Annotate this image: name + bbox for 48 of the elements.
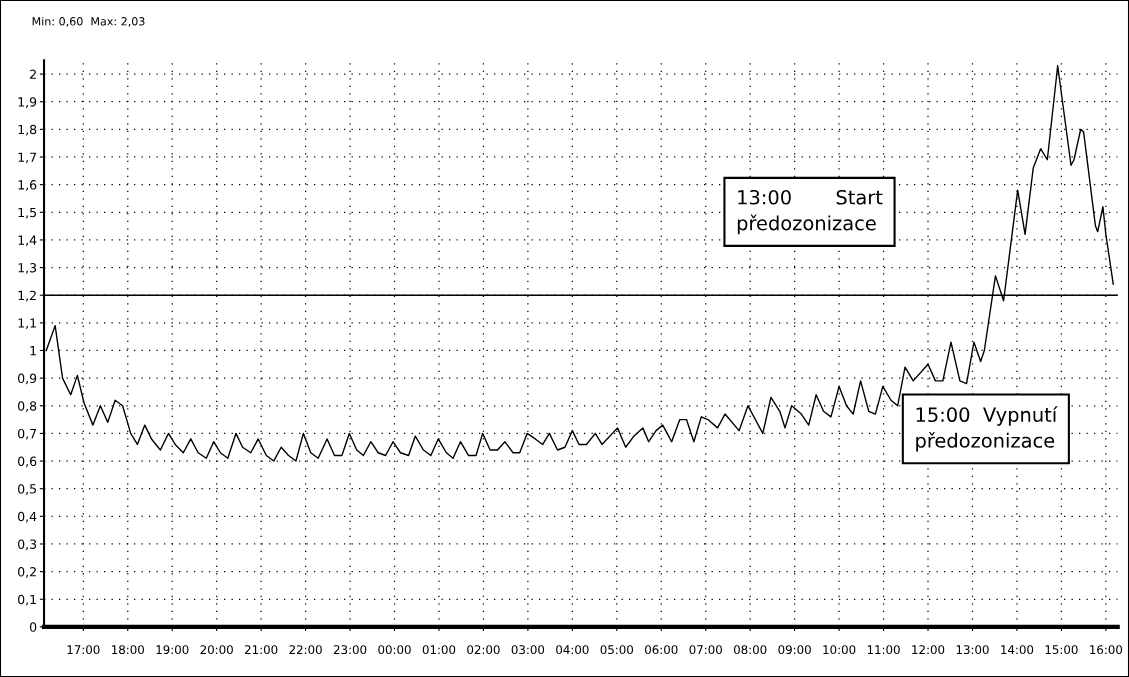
y-tick-label: 1,3 bbox=[18, 263, 37, 274]
y-tick-label: 0,9 bbox=[18, 373, 37, 385]
x-tick-label: 22:00 bbox=[289, 645, 322, 655]
x-tick-label: 14:00 bbox=[1001, 645, 1034, 655]
y-tick-label: 0,2 bbox=[18, 567, 36, 578]
x-tick-label: 20:00 bbox=[200, 645, 233, 655]
x-tick-label: 03:00 bbox=[511, 645, 545, 655]
y-tick-label: 1,7 bbox=[18, 152, 37, 164]
y-tick-label: 1,9 bbox=[18, 97, 37, 108]
x-tick-label: 19:00 bbox=[156, 645, 189, 655]
y-tick-label: 1,8 bbox=[18, 124, 37, 136]
annotation: 15:00 Vypnutí předozonizace bbox=[916, 406, 1058, 452]
y-tick-label: 0,5 bbox=[18, 484, 36, 495]
x-tick-label: 00:00 bbox=[378, 645, 411, 655]
x-tick-label: 10:00 bbox=[823, 645, 856, 655]
y-tick-label: 0 bbox=[29, 622, 37, 632]
x-tick-label: 01:00 bbox=[422, 645, 456, 655]
x-tick-label: 02:00 bbox=[467, 645, 500, 655]
x-tick-label: 08:00 bbox=[733, 645, 767, 655]
x-tick-label: 23:00 bbox=[333, 645, 367, 655]
y-tick-label: 1 bbox=[30, 346, 36, 356]
y-tick-label: 0,7 bbox=[18, 428, 37, 440]
x-tick-label: 04:00 bbox=[556, 645, 589, 655]
y-tick-label: 0,3 bbox=[18, 539, 37, 551]
y-tick-label: 1,6 bbox=[18, 180, 37, 191]
x-tick-label: 06:00 bbox=[645, 645, 678, 655]
x-tick-label: 09:00 bbox=[778, 645, 811, 655]
x-tick-label: 18:00 bbox=[112, 645, 144, 655]
x-tick-label: 07:00 bbox=[689, 645, 722, 655]
y-tick-label: 0,1 bbox=[18, 594, 36, 606]
y-tick-label: 1,2 bbox=[18, 290, 36, 302]
annotation: 13:00 Start předozonizace bbox=[737, 189, 883, 235]
y-tick-label: 0,4 bbox=[18, 511, 37, 523]
y-tick-label: 0,8 bbox=[18, 401, 37, 412]
y-tick-label: 1,5 bbox=[18, 207, 36, 219]
x-tick-label: 16:00 bbox=[1090, 645, 1123, 655]
y-tick-label: 2 bbox=[30, 69, 36, 79]
x-tick-label: 21:00 bbox=[244, 645, 278, 655]
y-tick-label: 0,6 bbox=[18, 456, 37, 468]
y-tick-label: 1,4 bbox=[18, 235, 37, 247]
y-tick-label: 1,1 bbox=[18, 318, 36, 330]
x-tick-label: 17:00 bbox=[67, 645, 100, 655]
text: Min: 0,60 Max: 2,03 bbox=[32, 16, 145, 27]
x-tick-label: 13:00 bbox=[956, 645, 989, 655]
x-tick-label: 12:00 bbox=[912, 645, 945, 655]
x-tick-label: 05:00 bbox=[600, 645, 634, 655]
x-tick-label: 11:00 bbox=[867, 645, 900, 655]
x-tick-label: 15:00 bbox=[1045, 645, 1078, 655]
